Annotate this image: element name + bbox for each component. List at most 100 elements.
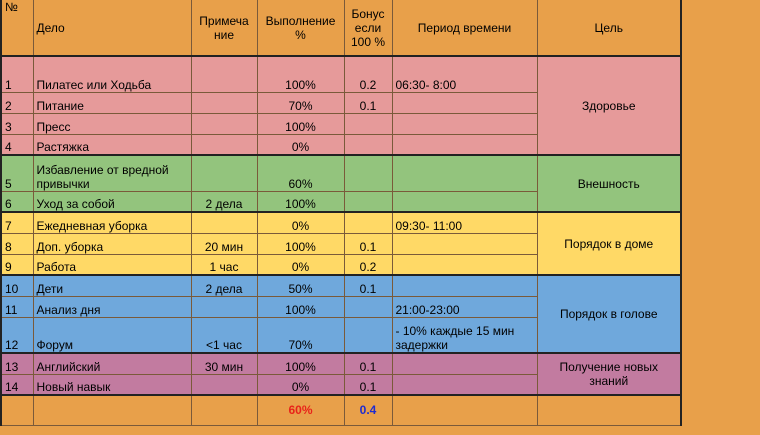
- row-num[interactable]: 4: [0, 133, 34, 156]
- row-period[interactable]: [391, 232, 538, 255]
- row-bonus[interactable]: [343, 316, 393, 354]
- goal-health[interactable]: Здоровье: [536, 55, 682, 156]
- header-completion[interactable]: Выполнение %: [256, 0, 345, 57]
- row-num[interactable]: 6: [0, 190, 34, 213]
- header-num[interactable]: №: [0, 0, 34, 57]
- empty-cell[interactable]: [681, 56, 760, 155]
- row-period[interactable]: [391, 373, 538, 396]
- row-task[interactable]: Новый навык: [32, 373, 192, 396]
- row-period[interactable]: - 10% каждые 15 мин задержки: [391, 316, 538, 354]
- row-completion[interactable]: 70%: [256, 316, 345, 354]
- row-bonus[interactable]: [343, 211, 393, 234]
- empty-cell[interactable]: [681, 275, 760, 353]
- row-completion[interactable]: 0%: [256, 211, 345, 234]
- row-period[interactable]: 06:30- 8:00: [391, 55, 538, 93]
- row-completion[interactable]: 100%: [256, 112, 345, 135]
- row-bonus[interactable]: 0.2: [343, 253, 393, 276]
- row-num[interactable]: 14: [0, 373, 34, 396]
- row-period[interactable]: [391, 274, 538, 297]
- row-task[interactable]: Уход за собой: [32, 190, 192, 213]
- header-bonus[interactable]: Бонус если 100 %: [343, 0, 393, 57]
- row-completion[interactable]: 50%: [256, 274, 345, 297]
- row-num[interactable]: 11: [0, 295, 34, 318]
- row-period[interactable]: [391, 154, 538, 192]
- empty-cell[interactable]: [536, 394, 682, 426]
- row-num[interactable]: 10: [0, 274, 34, 297]
- row-task[interactable]: Работа: [32, 253, 192, 276]
- row-period[interactable]: [391, 190, 538, 213]
- row-completion[interactable]: 100%: [256, 232, 345, 255]
- row-bonus[interactable]: [343, 154, 393, 192]
- row-completion[interactable]: 0%: [256, 133, 345, 156]
- row-bonus[interactable]: [343, 295, 393, 318]
- row-note[interactable]: [190, 133, 258, 156]
- row-period[interactable]: 21:00-23:00: [391, 295, 538, 318]
- row-num[interactable]: 8: [0, 232, 34, 255]
- row-note[interactable]: 20 мин: [190, 232, 258, 255]
- empty-cell[interactable]: [681, 155, 760, 212]
- row-note[interactable]: 1 час: [190, 253, 258, 276]
- empty-cell[interactable]: [681, 212, 760, 275]
- header-goal[interactable]: Цель: [536, 0, 682, 57]
- row-note[interactable]: 2 дела: [190, 274, 258, 297]
- empty-cell[interactable]: [681, 395, 760, 425]
- header-task[interactable]: Дело: [32, 0, 192, 57]
- empty-cell[interactable]: [391, 394, 538, 426]
- row-period[interactable]: [391, 112, 538, 135]
- row-num[interactable]: 7: [0, 211, 34, 234]
- header-note[interactable]: Примеча ние: [190, 0, 258, 57]
- row-period[interactable]: [391, 352, 538, 375]
- row-note[interactable]: [190, 295, 258, 318]
- row-period[interactable]: [391, 133, 538, 156]
- row-num[interactable]: 3: [0, 112, 34, 135]
- empty-cell[interactable]: [32, 394, 192, 426]
- row-task[interactable]: Дети: [32, 274, 192, 297]
- row-task[interactable]: Растяжка: [32, 133, 192, 156]
- row-task[interactable]: Избавление от вредной привычки: [32, 154, 192, 192]
- row-task[interactable]: Доп. уборка: [32, 232, 192, 255]
- row-period[interactable]: 09:30- 11:00: [391, 211, 538, 234]
- header-period[interactable]: Период времени: [391, 0, 538, 57]
- goal-appearance[interactable]: Внешность: [536, 154, 682, 213]
- row-note[interactable]: [190, 373, 258, 396]
- empty-cell[interactable]: [681, 353, 760, 395]
- row-task[interactable]: Пилатес или Ходьба: [32, 55, 192, 93]
- row-note[interactable]: <1 час: [190, 316, 258, 354]
- goal-home[interactable]: Порядок в доме: [536, 211, 682, 276]
- row-num[interactable]: 2: [0, 91, 34, 114]
- row-completion[interactable]: 100%: [256, 295, 345, 318]
- row-task[interactable]: Анализ дня: [32, 295, 192, 318]
- row-task[interactable]: Форум: [32, 316, 192, 354]
- row-period[interactable]: [391, 91, 538, 114]
- row-bonus[interactable]: [343, 133, 393, 156]
- row-bonus[interactable]: 0.1: [343, 373, 393, 396]
- row-bonus[interactable]: [343, 112, 393, 135]
- row-completion[interactable]: 0%: [256, 253, 345, 276]
- row-period[interactable]: [391, 253, 538, 276]
- row-bonus[interactable]: 0.1: [343, 274, 393, 297]
- total-completion[interactable]: 60%: [256, 394, 345, 426]
- row-num[interactable]: 1: [0, 55, 34, 93]
- row-task[interactable]: Английский: [32, 352, 192, 375]
- row-completion[interactable]: 100%: [256, 55, 345, 93]
- row-num[interactable]: 13: [0, 352, 34, 375]
- total-bonus[interactable]: 0.4: [343, 394, 393, 426]
- row-bonus[interactable]: 0.1: [343, 232, 393, 255]
- row-bonus[interactable]: 0.1: [343, 352, 393, 375]
- goal-knowledge[interactable]: Получение новых знаний: [536, 352, 682, 396]
- row-note[interactable]: [190, 211, 258, 234]
- row-task[interactable]: Питание: [32, 91, 192, 114]
- row-note[interactable]: [190, 91, 258, 114]
- row-completion[interactable]: 60%: [256, 154, 345, 192]
- row-num[interactable]: 12: [0, 316, 34, 354]
- row-note[interactable]: [190, 55, 258, 93]
- row-bonus[interactable]: [343, 190, 393, 213]
- row-note[interactable]: 2 дела: [190, 190, 258, 213]
- row-note[interactable]: [190, 154, 258, 192]
- goal-mind[interactable]: Порядок в голове: [536, 274, 682, 354]
- row-num[interactable]: 9: [0, 253, 34, 276]
- row-task[interactable]: Ежедневная уборка: [32, 211, 192, 234]
- row-completion[interactable]: 100%: [256, 190, 345, 213]
- row-completion[interactable]: 100%: [256, 352, 345, 375]
- empty-cell[interactable]: [190, 394, 258, 426]
